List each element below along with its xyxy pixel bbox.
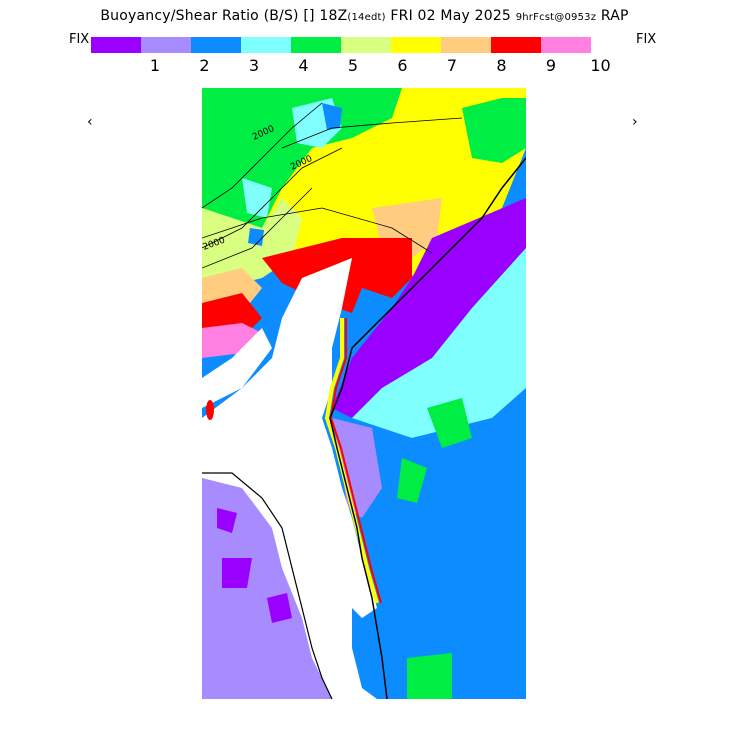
color-swatch-5 <box>291 37 341 53</box>
map-panel: 2000 2000 2000 <box>202 88 526 699</box>
contour-line-3 <box>202 187 313 269</box>
field-cyan-offshore <box>352 248 526 438</box>
color-swatch-6 <box>341 37 391 53</box>
tick-label: 9 <box>545 56 557 75</box>
field-blue-spot-2 <box>248 228 264 246</box>
state-line-2 <box>202 207 433 254</box>
tick-label: 1 <box>149 56 161 75</box>
color-swatch-4 <box>241 37 291 53</box>
color-swatch-10 <box>541 37 591 53</box>
field-green-offshore-2 <box>397 458 427 503</box>
next-arrow-icon[interactable]: › <box>632 114 638 130</box>
tick-label: 2 <box>199 56 210 75</box>
tick-label: 4 <box>298 56 309 75</box>
tick-label: 6 <box>397 56 408 75</box>
title-box: [] <box>303 8 315 24</box>
field-purple-gulf-1 <box>222 558 252 588</box>
tick-label: 3 <box>248 56 260 75</box>
title-time: 18Z <box>319 8 348 24</box>
color-swatch-1 <box>91 37 141 53</box>
field-lavender-east <box>332 418 382 518</box>
map-svg: 2000 2000 2000 <box>202 88 526 699</box>
color-swatch-9 <box>491 37 541 53</box>
title-main: Buoyancy/Shear Ratio (B/S) <box>100 8 299 24</box>
color-scale-ticks: ‹ › 1 2 3 4 5 6 7 8 9 10 <box>0 56 729 130</box>
color-swatch-8 <box>441 37 491 53</box>
fix-right-button[interactable]: FIX <box>636 32 657 47</box>
coast-red-strip <box>329 318 382 604</box>
tick-label: 5 <box>347 56 359 75</box>
field-green-northeast <box>462 98 526 163</box>
field-purple-offshore <box>332 198 526 418</box>
title-fcst: 9hrFcst@0953z <box>515 12 597 23</box>
coastline-gulf <box>202 472 333 699</box>
color-scale-bar <box>91 37 591 53</box>
fix-left-button[interactable]: FIX <box>69 32 90 47</box>
title-date: FRI 02 May 2025 <box>390 8 512 24</box>
color-swatch-2 <box>141 37 191 53</box>
tick-label: 10 <box>590 56 611 75</box>
field-green-offshore-3 <box>407 653 452 699</box>
prev-arrow-icon[interactable]: ‹ <box>87 114 93 130</box>
field-purple-gulf-3 <box>217 508 237 533</box>
field-lavender-gulf <box>202 478 332 699</box>
tick-label: 7 <box>446 56 458 75</box>
field-purple-gulf-2 <box>267 593 292 623</box>
title-local: (14edt) <box>347 12 386 23</box>
field-land-white-west <box>202 328 272 408</box>
field-pink-west <box>202 323 262 358</box>
plot-title: Buoyancy/Shear Ratio (B/S) [] 18Z(14edt)… <box>0 8 729 24</box>
field-green-offshore-1 <box>427 398 472 448</box>
color-swatch-7 <box>391 37 441 53</box>
field-red-spot <box>206 400 214 420</box>
state-line-1 <box>281 117 463 149</box>
field-blue-spot-1 <box>322 103 342 130</box>
field-cyan-nw-2 <box>242 178 272 218</box>
tick-label: 8 <box>496 56 507 75</box>
contour-line-1 <box>202 102 323 209</box>
title-model: RAP <box>600 8 629 24</box>
contour-line-2 <box>202 147 343 249</box>
coastline <box>329 157 526 699</box>
field-land-white <box>202 258 377 699</box>
color-swatch-3 <box>191 37 241 53</box>
